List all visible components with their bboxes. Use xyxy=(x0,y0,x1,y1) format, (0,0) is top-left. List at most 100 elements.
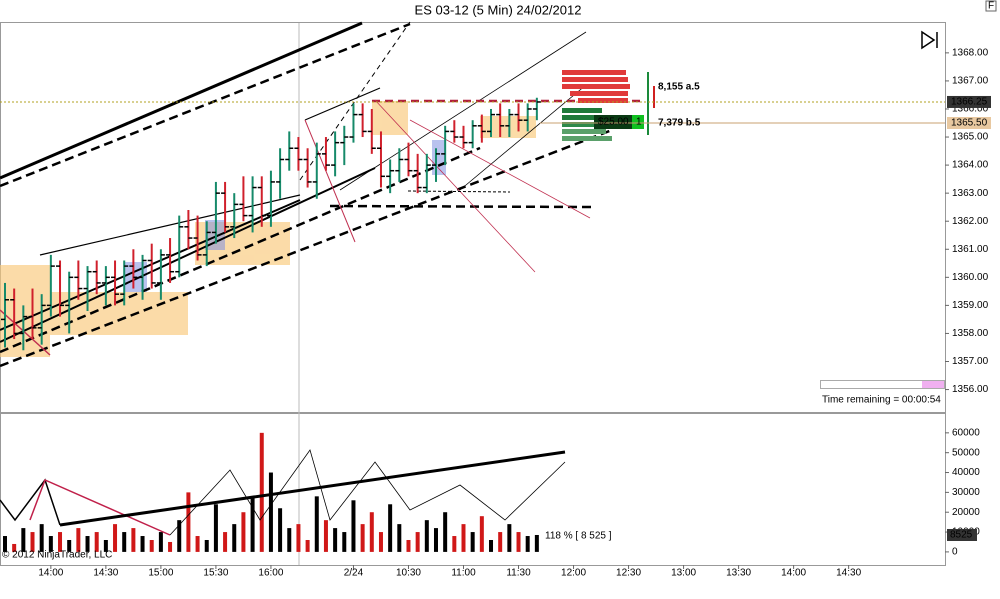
chart-title: ES 03-12 (5 Min) 24/02/2012 xyxy=(415,2,582,17)
bid-bar xyxy=(562,136,612,141)
volume-bar xyxy=(76,528,81,552)
ask-size: 8,155 a.5 xyxy=(658,82,700,93)
x-tick-label: 14:00 xyxy=(38,568,63,579)
volume-line xyxy=(29,478,171,536)
volume-bar xyxy=(177,520,182,552)
y-tick-label: 20000 xyxy=(952,507,980,518)
volume-bar xyxy=(204,539,209,552)
x-tick-label: 12:30 xyxy=(616,568,641,579)
volume-bar xyxy=(3,536,7,552)
order-price-box xyxy=(947,117,991,130)
volume-bar xyxy=(241,512,246,552)
trend-line xyxy=(304,87,381,121)
volume-bar xyxy=(149,539,154,552)
volume-ratio: 118 % [ 8 525 ] xyxy=(545,531,612,542)
play-icon xyxy=(921,30,938,50)
y-tick-label: 1358.00 xyxy=(952,328,989,339)
volume-bar xyxy=(195,536,200,552)
volume-bar xyxy=(342,532,347,552)
x-tick-label: 2/24 xyxy=(344,568,364,579)
last-price-label: 1366.25 xyxy=(951,97,988,108)
volume-bar xyxy=(507,524,512,552)
f-label: F xyxy=(988,1,994,12)
x-tick-label: 14:30 xyxy=(93,568,118,579)
volume-bar xyxy=(443,512,448,552)
order-price-tag: $25.00 xyxy=(598,117,629,128)
y-tick-label: 40000 xyxy=(952,467,980,478)
volume-bar xyxy=(388,504,393,552)
volume-bar xyxy=(232,524,237,552)
volume-bar xyxy=(30,532,35,552)
ask-bar xyxy=(562,77,628,82)
x-tick-label: 14:30 xyxy=(836,568,861,579)
y-tick-label: 1356.00 xyxy=(952,384,989,395)
time-remaining: Time remaining = 00:00:54 xyxy=(822,395,941,406)
volume-bar xyxy=(213,504,218,552)
order-qty: 1 xyxy=(636,117,642,128)
y-tick-label: 1366.00 xyxy=(952,104,989,115)
y-tick-label: 0 xyxy=(952,547,958,558)
x-tick-label: 10:30 xyxy=(396,568,421,579)
trend-line xyxy=(304,119,356,243)
volume-bar xyxy=(48,536,53,552)
trend-line xyxy=(0,167,376,343)
x-tick-label: 16:00 xyxy=(258,568,283,579)
x-tick-label: 11:30 xyxy=(506,568,531,579)
volume-bar xyxy=(378,532,383,552)
x-tick-label: 13:00 xyxy=(671,568,696,579)
volume-bar xyxy=(140,536,145,552)
volume-line xyxy=(0,478,61,526)
ask-bar xyxy=(578,98,628,103)
volume-bar xyxy=(360,524,365,552)
x-tick-label: 12:00 xyxy=(561,568,586,579)
trend-line xyxy=(0,309,51,356)
f-button[interactable] xyxy=(985,0,997,12)
volume-bar xyxy=(406,539,411,552)
volume-bar xyxy=(103,539,108,552)
y-tick-label: 1361.00 xyxy=(952,244,989,255)
volume-bar xyxy=(131,528,136,552)
trend-line xyxy=(409,119,591,219)
volume-bar xyxy=(186,492,191,552)
trend-line xyxy=(0,21,363,180)
trend-lines xyxy=(0,21,640,368)
y-tick-label: 1365.00 xyxy=(952,132,989,143)
order-book xyxy=(562,70,655,141)
volume-bar xyxy=(479,516,484,552)
volume-bar xyxy=(397,524,402,552)
y-tick-label: 1367.00 xyxy=(952,76,989,87)
bid-size: 7,379 b.5 xyxy=(658,118,701,129)
y-tick-label: 1357.00 xyxy=(952,356,989,367)
trend-line xyxy=(329,204,593,209)
x-tick-label: 15:00 xyxy=(148,568,173,579)
zone xyxy=(480,116,536,138)
order-price-label: 1365.50 xyxy=(951,118,988,129)
trend-line xyxy=(0,128,613,368)
volume-bar xyxy=(58,532,63,552)
y-tick-label: 1368.00 xyxy=(952,48,989,59)
ask-bar xyxy=(562,70,626,75)
volume-bar xyxy=(268,472,273,552)
y-tick-label: 1363.00 xyxy=(952,188,989,199)
volume-bar xyxy=(470,532,475,552)
y-tick-label: 1364.00 xyxy=(952,160,989,171)
y-tick-label: 50000 xyxy=(952,447,980,458)
volume-bar xyxy=(223,532,228,552)
y-tick-label: 30000 xyxy=(952,487,980,498)
last-volume-label: 8525 xyxy=(950,530,973,541)
x-tick-label: 14:00 xyxy=(781,568,806,579)
play-triangle xyxy=(921,30,936,50)
volume-bar xyxy=(489,539,494,552)
volume-bar xyxy=(498,532,503,552)
trend-line xyxy=(374,99,536,273)
x-tick-label: 15:30 xyxy=(203,568,228,579)
volume-bar xyxy=(67,539,72,552)
x-tick-label: 11:00 xyxy=(451,568,476,579)
time-frame xyxy=(820,380,945,389)
volume-bar xyxy=(525,536,530,552)
bid-bar xyxy=(562,108,602,113)
volume-bar xyxy=(168,541,173,552)
y-tick-label: 1360.00 xyxy=(952,272,989,283)
y-tick-label: 1359.00 xyxy=(952,300,989,311)
